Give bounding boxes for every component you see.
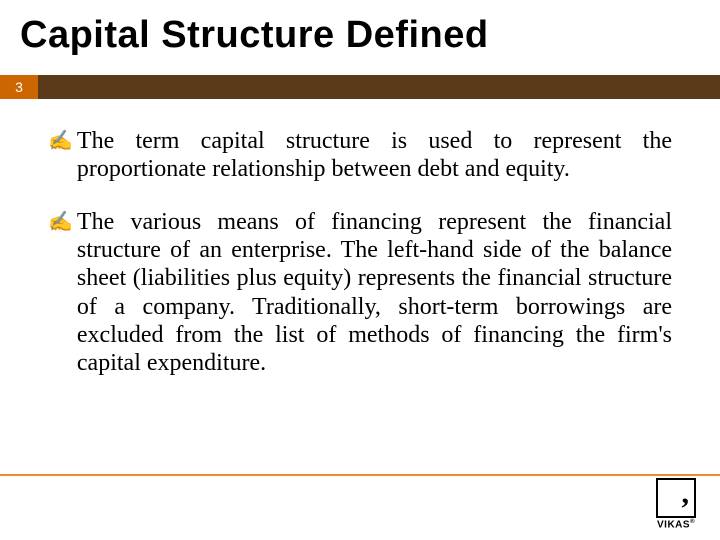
logo-box: , [656,478,696,518]
content-area: ✍ The term capital structure is used to … [0,99,720,378]
bullet-item: ✍ The term capital structure is used to … [48,127,672,184]
bullet-text: The various means of financing represent… [77,208,672,378]
bullet-item: ✍ The various means of financing represe… [48,208,672,378]
bullet-arrow-icon: ✍ [48,127,73,184]
logo-brand-name: VIKAS® [657,519,695,530]
logo-comma-icon: , [682,481,690,507]
bullet-text: The term capital structure is used to re… [77,127,672,184]
page-number: 3 [0,75,38,99]
bottom-accent-line [0,474,720,476]
brand-logo: , VIKAS® [648,478,704,532]
bullet-arrow-icon: ✍ [48,208,73,378]
header-band: 3 [0,75,720,99]
decorative-band [38,75,720,99]
slide-title: Capital Structure Defined [0,0,720,75]
